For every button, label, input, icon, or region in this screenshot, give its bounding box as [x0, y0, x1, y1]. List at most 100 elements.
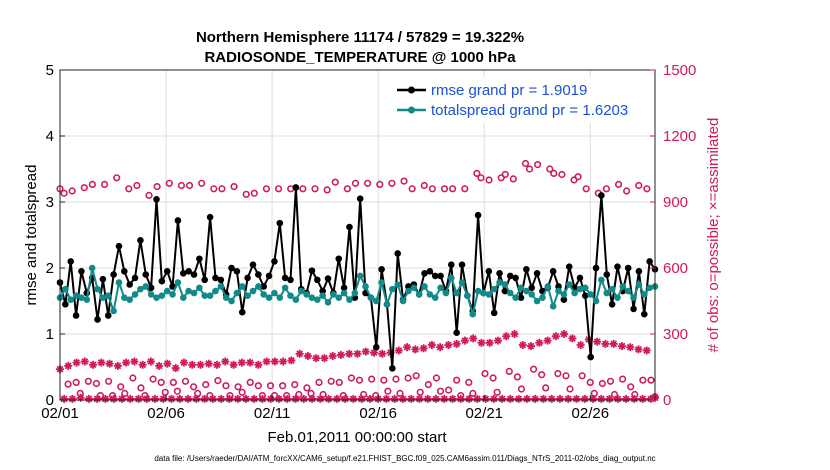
assimilated-obs-stroke: [292, 395, 299, 403]
assimilated-obs-stroke: [64, 362, 72, 370]
possible-obs-marker: [619, 375, 627, 383]
assimilated-obs-marker: [163, 359, 172, 368]
assimilated-obs-marker: [303, 352, 312, 360]
possible-obs-marker: [113, 174, 121, 182]
assimilated-obs-marker: [642, 346, 651, 355]
rmse-point: [78, 268, 85, 275]
totalspread-point: [260, 291, 267, 298]
rmse-point: [185, 268, 192, 275]
assimilated-obs-marker: [485, 338, 494, 347]
assimilated-obs-stroke: [68, 395, 76, 403]
rmse-point: [319, 287, 326, 295]
totalspread-point: [539, 294, 546, 302]
assimilated-obs-marker: [258, 394, 267, 403]
totalspread-point: [646, 284, 653, 292]
possible-obs-marker: [274, 185, 283, 193]
possible-obs-marker: [614, 180, 623, 188]
assimilated-obs-stroke: [135, 395, 142, 403]
assimilated-obs-stroke: [420, 344, 428, 352]
rmse-point: [528, 284, 536, 292]
totalspread-point: [367, 294, 375, 302]
rmse-point: [555, 283, 562, 290]
assimilated-obs-stroke: [482, 395, 490, 403]
assimilated-obs-stroke: [118, 395, 126, 403]
totalspread-point: [147, 291, 155, 298]
y-tick-label-left: 5: [46, 62, 54, 79]
possible-obs-marker: [424, 381, 432, 389]
assimilated-obs-marker: [510, 330, 519, 338]
possible-obs-marker: [392, 375, 400, 383]
possible-obs-marker: [133, 181, 141, 190]
assimilated-obs-stroke: [250, 395, 258, 403]
assimilated-obs-stroke: [217, 395, 225, 403]
totalspread-point: [104, 292, 112, 300]
assimilated-obs-stroke: [97, 359, 105, 367]
possible-obs-marker: [299, 185, 307, 193]
assimilated-obs-stroke: [416, 395, 423, 403]
y-tick-label-left: 3: [46, 194, 54, 211]
possible-obs-marker: [173, 387, 181, 395]
rmse-point: [630, 305, 637, 313]
totalspread-point: [319, 292, 326, 300]
totalspread-point: [437, 284, 444, 292]
rmse-point: [308, 267, 316, 274]
legend-box: [393, 77, 648, 123]
rmse-line: [59, 186, 656, 370]
possible-obs-marker: [546, 165, 554, 173]
assimilated-obs-stroke: [81, 358, 89, 365]
assimilated-obs-marker: [514, 394, 523, 403]
assimilated-obs-stroke: [259, 395, 266, 403]
possible-obs-marker: [505, 367, 513, 376]
totalspread-point: [126, 296, 133, 303]
totalspread-point: [356, 272, 364, 280]
assimilated-obs-marker: [551, 332, 560, 341]
assimilated-obs-stroke: [556, 395, 564, 403]
possible-obs-marker: [602, 185, 611, 193]
assimilated-obs-stroke: [358, 395, 366, 403]
assimilated-obs-stroke: [630, 395, 638, 403]
possible-obs-marker: [311, 185, 319, 193]
rmse-point: [212, 274, 219, 282]
rmse-point: [94, 316, 101, 323]
assimilated-obs-stroke: [411, 345, 419, 353]
rmse-point: [533, 269, 541, 277]
rmse-point: [131, 274, 139, 282]
assimilated-obs-marker: [456, 394, 465, 403]
rmse-point: [517, 294, 525, 302]
assimilated-obs-stroke: [494, 337, 502, 345]
totalspread-point: [206, 292, 214, 300]
totalspread-point: [362, 283, 369, 290]
assimilated-obs-stroke: [304, 352, 312, 360]
rmse-point: [635, 268, 643, 275]
assimilated-obs-stroke: [159, 395, 167, 403]
rmse-point: [110, 271, 117, 278]
rmse-point: [287, 276, 294, 284]
totalspread-point: [292, 296, 300, 303]
assimilated-obs-stroke: [457, 395, 465, 403]
assimilated-obs-marker: [555, 394, 564, 403]
assimilated-obs-stroke: [279, 358, 287, 365]
assimilated-obs-marker: [427, 341, 436, 349]
possible-obs-marker: [84, 377, 92, 385]
rmse-point: [603, 271, 611, 278]
rmse-point: [276, 219, 284, 227]
assimilated-obs-stroke: [382, 395, 390, 403]
assimilated-obs-stroke: [85, 395, 93, 403]
rmse-point: [496, 269, 503, 277]
assimilated-obs-marker: [89, 360, 98, 369]
assimilated-obs-stroke: [345, 350, 353, 358]
totalspread-point: [83, 296, 91, 303]
totalspread-point: [78, 294, 85, 302]
possible-obs-marker: [80, 184, 88, 192]
totalspread-point: [506, 289, 514, 297]
rmse-point: [356, 195, 364, 202]
rmse-point: [121, 268, 128, 275]
assimilated-obs-stroke: [544, 337, 552, 345]
assimilated-obs-marker: [436, 343, 445, 352]
x-tick-label: 02/21: [465, 405, 503, 422]
assimilated-obs-stroke: [329, 352, 337, 360]
rmse-point: [565, 263, 573, 270]
assimilated-obs-stroke: [378, 350, 386, 358]
possible-obs-marker: [477, 174, 485, 182]
possible-obs-marker: [177, 181, 186, 190]
